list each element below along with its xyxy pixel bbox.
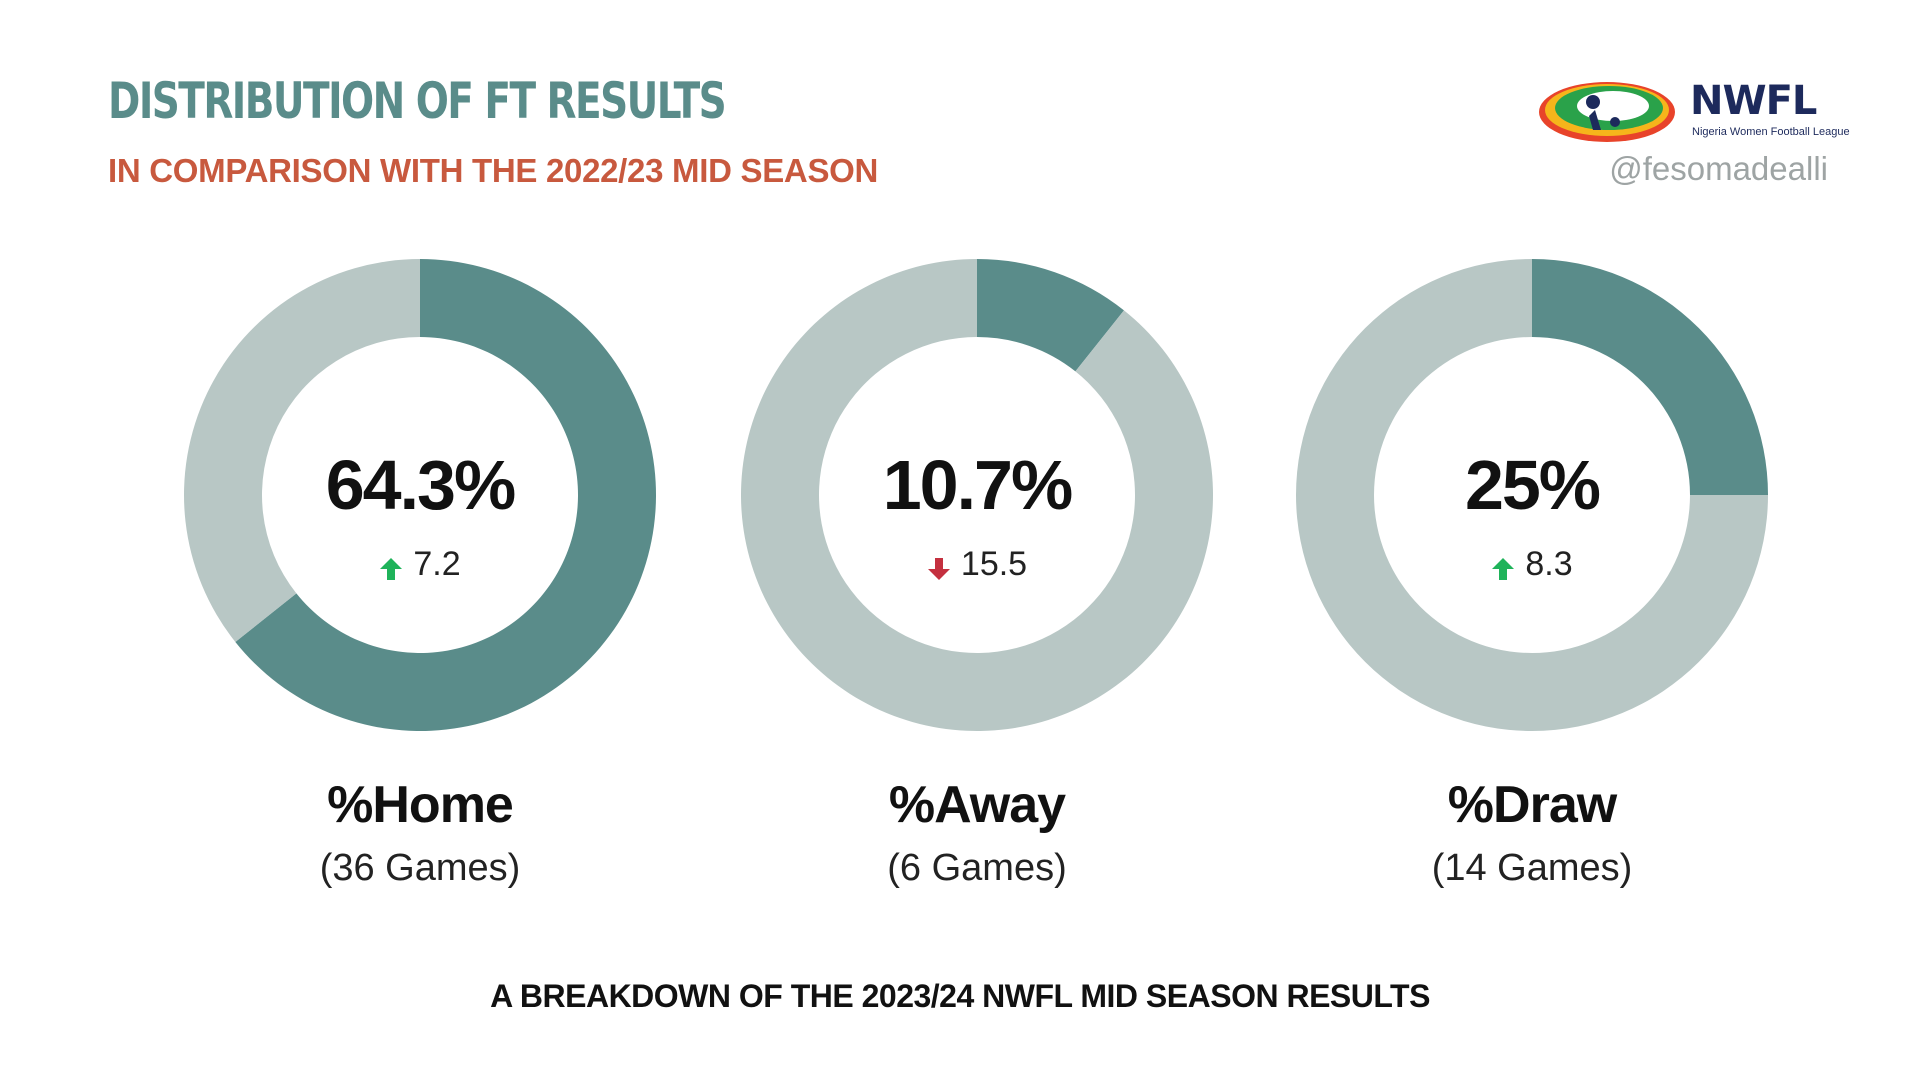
arrow-down-icon bbox=[927, 552, 951, 580]
logo-wordmark: NWFL bbox=[1690, 78, 1817, 124]
donut-chart bbox=[740, 259, 1213, 731]
author-handle: @fesomadealli bbox=[1609, 150, 1828, 187]
donut-slice-value bbox=[235, 259, 656, 731]
arrow-up-icon bbox=[379, 552, 403, 580]
away-change-value: 15.5 bbox=[960, 545, 1028, 583]
home-change: 7.2 bbox=[180, 545, 660, 584]
draw-label: %Draw bbox=[1447, 776, 1617, 834]
page-title: DISTRIBUTION OF FT RESULTS bbox=[108, 72, 727, 130]
donut-home: 64.3% 7.2 %Home (36 Games) bbox=[180, 255, 660, 895]
footer-caption: A BREAKDOWN OF THE 2023/24 NWFL MID SEAS… bbox=[490, 978, 1430, 1014]
donut-slice-value bbox=[1532, 259, 1768, 495]
home-change-value: 7.2 bbox=[413, 545, 461, 583]
donut-away: 10.7% 15.5 %Away (6 Games) bbox=[737, 255, 1217, 895]
away-percentage: 10.7% bbox=[882, 446, 1073, 524]
draw-change-value: 8.3 bbox=[1525, 545, 1573, 583]
nwfl-logo: NWFL Nigeria Women Football League bbox=[1535, 72, 1850, 152]
donut-slice-remainder bbox=[740, 259, 1213, 731]
draw-count: (14 Games) bbox=[1431, 847, 1633, 889]
donut-chart bbox=[1296, 259, 1768, 731]
away-change: 15.5 bbox=[737, 545, 1217, 584]
arrow-up-icon bbox=[1491, 552, 1515, 580]
away-label: %Away bbox=[888, 776, 1066, 834]
draw-percentage: 25% bbox=[1464, 446, 1601, 524]
home-percentage: 64.3% bbox=[325, 446, 516, 524]
home-label: %Home bbox=[327, 776, 514, 834]
donut-slice-remainder bbox=[1296, 259, 1768, 731]
donut-slice-value bbox=[977, 259, 1124, 372]
logo-tagline: Nigeria Women Football League bbox=[1692, 126, 1850, 138]
donut-chart bbox=[184, 259, 656, 731]
page-subtitle: IN COMPARISON WITH THE 2022/23 MID SEASO… bbox=[108, 152, 879, 189]
home-count: (36 Games) bbox=[319, 847, 521, 889]
donut-draw: 25% 8.3 %Draw (14 Games) bbox=[1292, 255, 1772, 895]
nwfl-emblem-icon bbox=[1539, 82, 1675, 142]
donut-slice-remainder bbox=[184, 259, 420, 642]
draw-change: 8.3 bbox=[1292, 545, 1772, 584]
away-count: (6 Games) bbox=[887, 847, 1067, 889]
